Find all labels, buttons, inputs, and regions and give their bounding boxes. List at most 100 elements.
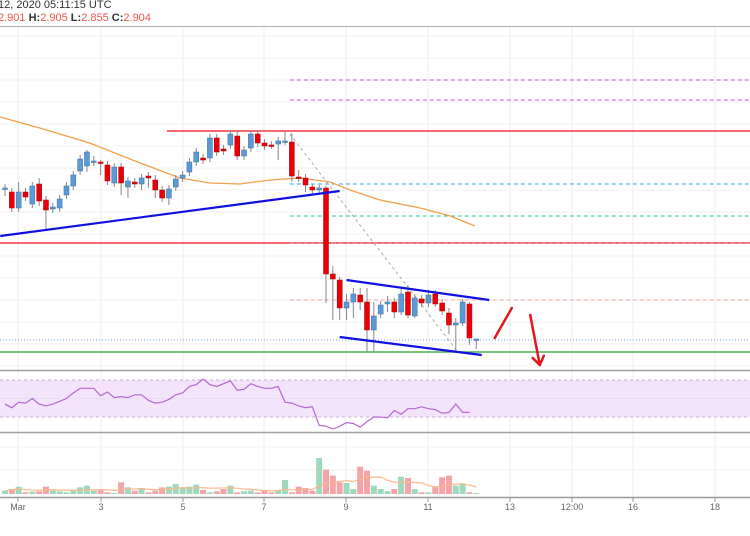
candle — [282, 132, 288, 145]
volume-bar — [275, 490, 282, 494]
volume-bar — [302, 488, 309, 494]
candle — [50, 203, 56, 213]
candle — [138, 174, 145, 190]
volume-bar — [316, 458, 323, 494]
volume-bar — [36, 491, 43, 494]
volume-bar — [343, 483, 350, 494]
volume-bar — [220, 489, 227, 494]
candle-body — [343, 301, 350, 309]
candle-body — [330, 273, 336, 280]
candle — [248, 130, 254, 152]
candle-body — [289, 141, 295, 177]
candle — [145, 172, 152, 188]
candle-body — [391, 301, 398, 313]
candle — [9, 188, 15, 212]
volume-bar — [466, 492, 473, 494]
volume-bar — [124, 487, 131, 494]
candle — [336, 277, 343, 320]
candle — [323, 186, 329, 303]
candle — [104, 161, 111, 185]
candle — [166, 185, 172, 205]
x-tick-label: Mar — [10, 502, 26, 512]
candle — [22, 188, 29, 201]
volume-bar — [29, 491, 36, 494]
candle-body — [104, 164, 111, 182]
candle-body — [125, 180, 131, 188]
high-value: 2.905 — [40, 12, 68, 24]
candle-body — [77, 158, 83, 172]
candle-body — [275, 140, 281, 145]
volume-bar — [398, 476, 405, 494]
candle-body — [425, 294, 432, 304]
candle-body — [36, 183, 42, 202]
volume-bar — [118, 482, 125, 494]
candle — [193, 148, 199, 166]
candle — [405, 285, 411, 318]
candle-body — [384, 301, 391, 305]
x-tick-label: 12:00 — [561, 502, 584, 512]
volume-bar — [247, 490, 254, 494]
candle-body — [316, 187, 322, 191]
candle-body — [70, 174, 77, 187]
candle-body — [200, 157, 206, 161]
ohlc-values: 2.901 H:2.905 L:2.855 C:2.904 — [0, 12, 151, 24]
candle — [179, 171, 186, 182]
candle — [412, 294, 418, 318]
candle-body — [179, 174, 186, 179]
volume-bar — [357, 466, 364, 494]
candle-body — [2, 187, 8, 190]
volume-bar — [90, 490, 97, 494]
volume-bar — [97, 490, 104, 494]
candle-body — [29, 185, 36, 205]
candle-body — [282, 140, 288, 143]
candle — [152, 175, 159, 198]
candle — [97, 160, 104, 175]
candle — [207, 134, 213, 162]
close-value: 2.904 — [123, 12, 151, 24]
volume-bar — [323, 469, 330, 494]
volume-bar — [193, 484, 200, 494]
candle-body — [377, 304, 384, 315]
candle-body — [22, 191, 29, 198]
candle — [118, 163, 124, 195]
candle — [350, 288, 357, 318]
candle — [29, 182, 36, 208]
candle — [200, 154, 206, 164]
support-trendline — [0, 189, 340, 238]
fib-retracement-line — [289, 133, 459, 353]
x-tick-label: 9 — [343, 502, 348, 512]
open-value: 2.901 — [0, 12, 26, 24]
volume-bar — [425, 492, 432, 494]
candle — [15, 182, 22, 212]
volume-bar — [165, 486, 172, 494]
candle — [254, 130, 261, 147]
candle-body — [364, 301, 370, 331]
candle-body — [234, 135, 240, 157]
volume-bar — [172, 484, 179, 494]
candle-body — [371, 315, 377, 331]
arrow-head-icon — [531, 356, 542, 367]
candle-body — [50, 206, 56, 210]
candle-body — [91, 160, 97, 163]
volume-bar — [288, 492, 295, 494]
volume-bar — [350, 489, 357, 494]
candle-body — [241, 149, 247, 157]
candle — [398, 288, 404, 315]
candle — [84, 150, 90, 172]
volume-bar — [138, 488, 145, 494]
candle — [77, 155, 83, 175]
volume-bar — [56, 491, 63, 494]
volume-bar — [411, 489, 418, 494]
candle-body — [118, 166, 124, 184]
candle-body — [323, 187, 329, 275]
candle — [275, 137, 281, 160]
volume-bar — [145, 492, 152, 494]
candle — [261, 139, 268, 150]
rsi-line — [4, 378, 470, 430]
volume-bar — [227, 485, 234, 494]
volume-bar — [131, 490, 138, 494]
volume-bar — [370, 485, 377, 494]
volume-bar — [329, 475, 336, 494]
candle-body — [9, 191, 15, 209]
